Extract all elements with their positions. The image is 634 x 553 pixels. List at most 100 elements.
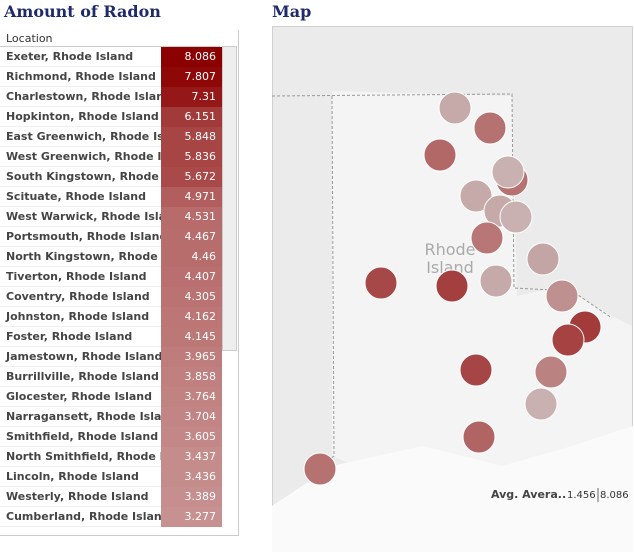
table-row: North Kingstown, Rhode Isl..4.46 (0, 247, 222, 267)
location: Exeter, Rhode Island (0, 47, 161, 67)
table-title: Amount of Radon (4, 2, 161, 21)
map-label: Island (426, 258, 474, 277)
value-cell: 3.436 (161, 467, 222, 487)
table-row: East Greenwich, Rhode Isla..5.848 (0, 127, 222, 147)
map-points (303, 91, 602, 486)
point[interactable] (545, 279, 579, 313)
table: Location Exeter, Rhode Island 8.086 Richmo… (0, 30, 239, 536)
location: East Greenwich, Rhode Isla.. (0, 127, 161, 147)
value-cell: 7.31 (161, 87, 222, 107)
legend-max: 8.086 (600, 490, 629, 501)
value-cell: 3.437 (161, 447, 222, 467)
column-header: Location (0, 30, 220, 47)
point[interactable] (438, 91, 472, 125)
location: Westerly, Rhode Island (0, 487, 161, 507)
point[interactable] (524, 387, 558, 421)
location: Glocester, Rhode Island (0, 387, 161, 407)
table-row: Foster, Rhode Island 4.145 (0, 327, 222, 347)
point[interactable] (491, 155, 525, 189)
value-cell: 5.672 (161, 167, 222, 187)
location: Johnston, Rhode Island (0, 307, 161, 327)
legend-title: Avg. Avera.. (491, 488, 566, 501)
point[interactable] (462, 420, 496, 454)
point[interactable] (551, 323, 585, 357)
point[interactable] (499, 200, 533, 234)
land (332, 91, 632, 516)
point[interactable] (473, 111, 507, 145)
point[interactable] (303, 452, 337, 486)
point[interactable] (479, 264, 513, 298)
value-cell: 4.145 (161, 327, 222, 347)
value-cell: 4.162 (161, 307, 222, 327)
table-row: Smithfield, Rhode Island 3.605 (0, 427, 222, 447)
point[interactable] (459, 353, 493, 387)
map-label: Rhode (424, 240, 475, 259)
table-row: Lincoln, Rhode Island 3.436 (0, 467, 222, 487)
table-row: Westerly, Rhode Island 3.389 (0, 487, 222, 507)
location: West Warwick, Rhode Island (0, 207, 161, 227)
location: South Kingstown, Rhode Isl.. (0, 167, 161, 187)
table-row: South Kingstown, Rhode Isl..5.672 (0, 167, 222, 187)
legend-min: 1.456 (567, 490, 596, 501)
value-cell: 5.836 (161, 147, 222, 167)
point[interactable] (526, 242, 560, 276)
value-cell: 3.277 (161, 507, 222, 527)
map: Rhode Island Avg. Avera.. 1.456 8.086 (272, 26, 633, 552)
location: Cumberland, Rhode Island (0, 507, 161, 527)
table-row: West Greenwich, Rhode Isla..5.836 (0, 147, 222, 167)
value-cell: 4.971 (161, 187, 222, 207)
value-cell: 8.086 (161, 47, 222, 67)
location: Scituate, Rhode Island (0, 187, 161, 207)
location: Coventry, Rhode Island (0, 287, 161, 307)
location: Burrillville, Rhode Island (0, 367, 161, 387)
point[interactable] (364, 266, 398, 300)
sea (272, 426, 633, 552)
value-cell: 6.151 (161, 107, 222, 127)
table-row: Portsmouth, Rhode Island 4.467 (0, 227, 222, 247)
location: Tiverton, Rhode Island (0, 267, 161, 287)
value-cell: 3.704 (161, 407, 222, 427)
table-row: Burrillville, Rhode Island 3.858 (0, 367, 222, 387)
table-row: Narragansett, Rhode Island 3.704 (0, 407, 222, 427)
point[interactable] (470, 221, 504, 255)
value-cell: 3.389 (161, 487, 222, 507)
value-cell: 4.467 (161, 227, 222, 247)
value-cell: 5.848 (161, 127, 222, 147)
location: North Kingstown, Rhode Isl.. (0, 247, 161, 267)
map-title: Map (272, 2, 312, 21)
table-row: Richmond, Rhode Island 7.807 (0, 67, 222, 87)
location: Narragansett, Rhode Island (0, 407, 161, 427)
location: Lincoln, Rhode Island (0, 467, 161, 487)
value-cell: 4.305 (161, 287, 222, 307)
value-cell: 3.605 (161, 427, 222, 447)
table-row: Johnston, Rhode Island 4.162 (0, 307, 222, 327)
table-row: Jamestown, Rhode Island 3.965 (0, 347, 222, 367)
point[interactable] (459, 179, 493, 213)
point[interactable] (435, 269, 469, 303)
point[interactable] (423, 138, 457, 172)
value-cell: 3.858 (161, 367, 222, 387)
scrollbar[interactable] (222, 46, 237, 351)
location: Jamestown, Rhode Island (0, 347, 161, 367)
location: Richmond, Rhode Island (0, 67, 161, 87)
point[interactable] (534, 355, 568, 389)
state-border (272, 93, 613, 319)
location: Portsmouth, Rhode Island (0, 227, 161, 247)
value-cell: 4.46 (161, 247, 222, 267)
table-row: Coventry, Rhode Island 4.305 (0, 287, 222, 307)
rows: Exeter, Rhode Island 8.086 Richmond, Rhode… (0, 47, 238, 527)
location: Hopkinton, Rhode Island (0, 107, 161, 127)
value-cell: 7.807 (161, 67, 222, 87)
table-row: Cumberland, Rhode Island 3.277 (0, 507, 222, 527)
location: North Smithfield, Rhode Isla.. (0, 447, 161, 467)
table-row: Charlestown, Rhode Island 7.31 (0, 87, 222, 107)
value-cell: 4.531 (161, 207, 222, 227)
value-cell: 4.407 (161, 267, 222, 287)
table-row: Glocester, Rhode Island 3.764 (0, 387, 222, 407)
location: West Greenwich, Rhode Isla.. (0, 147, 161, 167)
table-row: Exeter, Rhode Island 8.086 (0, 47, 222, 67)
value-cell: 3.764 (161, 387, 222, 407)
table-row: North Smithfield, Rhode Isla..3.437 (0, 447, 222, 467)
